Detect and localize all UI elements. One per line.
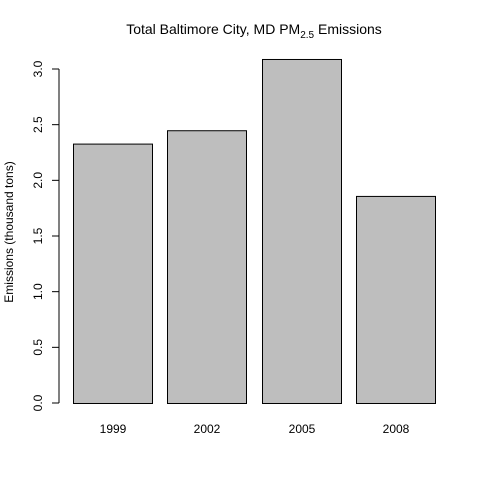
chart-title: Total Baltimore City, MD PM2.5 Emissions bbox=[126, 21, 382, 41]
bar-1999 bbox=[73, 143, 153, 405]
x-tick-label: 2008 bbox=[383, 422, 410, 436]
bars bbox=[73, 58, 436, 405]
y-axis: 0.0 0.5 1.0 1.5 2.0 2.5 3.0 bbox=[31, 60, 60, 411]
x-tick-label: 2002 bbox=[194, 422, 221, 436]
y-tick-label: 2.0 bbox=[31, 172, 45, 189]
bar-2005 bbox=[262, 58, 342, 404]
y-tick-label: 1.0 bbox=[31, 283, 45, 300]
chart-title-subscript: 2.5 bbox=[300, 30, 314, 41]
x-tick-label: 1999 bbox=[100, 422, 127, 436]
y-tick-label: 3.0 bbox=[31, 60, 45, 77]
chart-title-end: Emissions bbox=[314, 21, 382, 37]
x-tick-label: 2005 bbox=[289, 422, 316, 436]
y-tick-label: 2.5 bbox=[31, 116, 45, 133]
y-axis-label: Emissions (thousand tons) bbox=[2, 161, 16, 302]
bar-2008 bbox=[356, 195, 436, 404]
y-tick-label: 0.5 bbox=[31, 339, 45, 356]
y-tick-label: 1.5 bbox=[31, 227, 45, 244]
bar-2002 bbox=[167, 130, 247, 404]
chart-title-main: Total Baltimore City, MD PM bbox=[126, 21, 300, 37]
y-tick-label: 0.0 bbox=[31, 394, 45, 411]
x-axis-labels: 1999 2002 2005 2008 bbox=[100, 422, 410, 436]
